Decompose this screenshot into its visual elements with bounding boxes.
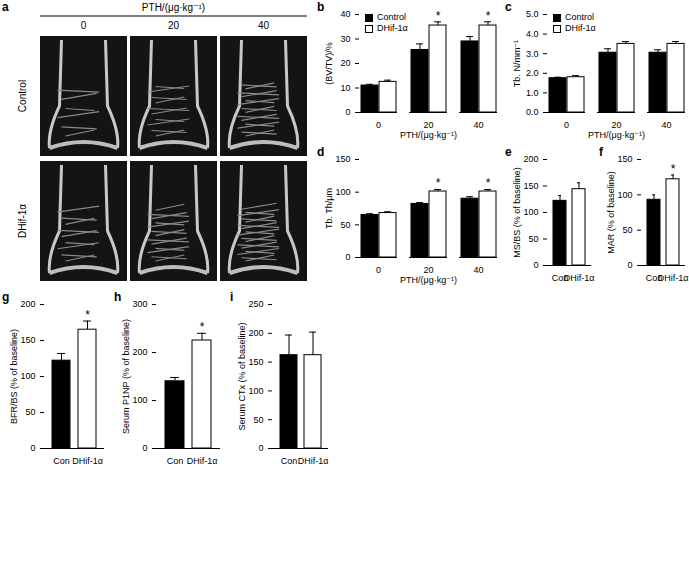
svg-text:40: 40 [473,265,483,275]
svg-text:DHif-1α: DHif-1α [564,273,595,283]
svg-text:150: 150 [335,154,350,164]
html-text:i: i [230,290,234,304]
svg-text:DHif-1α: DHif-1α [658,273,689,283]
html-text:Control: Control [565,12,594,22]
svg-text:*: * [436,176,441,190]
html-text:Control: Control [377,12,406,22]
svg-text:0: 0 [533,260,538,270]
svg-text:Tb. Th/μm: Tb. Th/μm [324,188,334,229]
svg-text:Control: Control [17,80,28,112]
svg-text:3.0: 3.0 [526,49,539,59]
svg-text:100: 100 [335,187,350,197]
html-text:e: e [505,145,512,159]
svg-text:*: * [85,308,90,322]
svg-text:100: 100 [20,371,35,381]
html-text:DHif-1α: DHif-1α [377,23,408,33]
svg-text:*: * [486,9,491,23]
svg-text:0: 0 [30,443,35,453]
html-text:d: d [317,145,325,159]
svg-text:4.0: 4.0 [526,29,539,39]
svg-text:40: 40 [473,120,483,130]
html-text:a: a [2,0,9,14]
svg-text:0: 0 [142,443,147,453]
svg-text:0: 0 [564,120,569,130]
svg-text:150: 150 [617,154,632,164]
svg-text:100: 100 [523,207,538,217]
html-text:c: c [505,0,512,14]
svg-text:0: 0 [345,107,350,117]
svg-text:PTH/(μg·kg⁻¹): PTH/(μg·kg⁻¹) [400,275,457,285]
svg-text:100: 100 [132,395,147,405]
svg-text:50: 50 [528,234,538,244]
html-text:h: h [114,290,122,304]
svg-text:2.0: 2.0 [526,68,539,78]
svg-text:20: 20 [423,265,433,275]
svg-text:PTH/(μg·kg⁻¹): PTH/(μg·kg⁻¹) [400,130,457,140]
svg-text:Con: Con [53,456,70,466]
svg-text:BFR/BS (% of baseline): BFR/BS (% of baseline) [9,329,19,424]
svg-text:*: * [671,162,676,176]
svg-text:20: 20 [340,58,350,68]
svg-text:PTH/(μg·kg⁻¹): PTH/(μg·kg⁻¹) [588,130,645,140]
svg-text:*: * [486,176,491,190]
svg-text:Con: Con [551,272,569,283]
svg-text:20: 20 [611,120,621,130]
svg-text:20: 20 [423,120,433,130]
svg-text:50: 50 [25,407,35,417]
svg-text:0: 0 [376,120,381,130]
html-text:f: f [599,145,603,159]
svg-text:50: 50 [340,220,350,230]
svg-text:20: 20 [168,20,180,31]
svg-text:DHif-1α: DHif-1α [187,456,218,466]
svg-text:0: 0 [81,20,87,31]
svg-text:100: 100 [248,386,263,396]
svg-text:200: 200 [248,328,263,338]
svg-text:0: 0 [627,260,632,270]
svg-text:DHif-1α: DHif-1α [17,204,28,238]
svg-text:150: 150 [248,357,263,367]
svg-text:250: 250 [248,299,263,309]
svg-text:40: 40 [258,20,270,31]
svg-text:100: 100 [617,190,632,200]
svg-text:Con: Con [645,272,663,283]
svg-text:50: 50 [253,415,263,425]
svg-text:0: 0 [258,443,263,453]
svg-text:10: 10 [340,83,350,93]
svg-text:40: 40 [340,9,350,19]
svg-text:200: 200 [523,154,538,164]
html-text:DHif-1α: DHif-1α [565,23,596,33]
svg-text:5.0: 5.0 [526,9,539,19]
svg-text:150: 150 [523,181,538,191]
svg-text:150: 150 [20,335,35,345]
svg-text:50: 50 [622,225,632,235]
svg-text:30: 30 [340,34,350,44]
svg-text:Con: Con [281,456,298,466]
svg-text:300: 300 [132,299,147,309]
svg-text:1.0: 1.0 [526,88,539,98]
svg-text:DHif-1α: DHif-1α [298,456,329,466]
svg-text:*: * [436,9,441,23]
svg-text:MAR (% of baseline): MAR (% of baseline) [606,171,616,254]
svg-text:Serum P1NP (% of baseline): Serum P1NP (% of baseline) [121,319,131,434]
svg-text:MS/BS (% of baseline): MS/BS (% of baseline) [512,167,522,258]
svg-text:200: 200 [132,347,147,357]
html-text:g: g [2,290,10,304]
svg-text:*: * [200,320,205,334]
svg-text:40: 40 [661,120,671,130]
svg-text:0.0: 0.0 [526,107,539,117]
svg-text:0: 0 [345,252,350,262]
html-text:b: b [317,0,325,14]
svg-text:DHif-1α: DHif-1α [72,456,103,466]
svg-text:200: 200 [20,299,35,309]
svg-text:(BV/TV)/%: (BV/TV)/% [324,42,334,85]
svg-text:0: 0 [376,265,381,275]
svg-text:Serum CTx (% of baseline): Serum CTx (% of baseline) [237,322,247,430]
svg-text:Tb. N/mm⁻¹: Tb. N/mm⁻¹ [512,40,522,87]
svg-text:PTH/(μg·kg⁻¹): PTH/(μg·kg⁻¹) [142,2,205,13]
svg-text:Con: Con [167,456,184,466]
